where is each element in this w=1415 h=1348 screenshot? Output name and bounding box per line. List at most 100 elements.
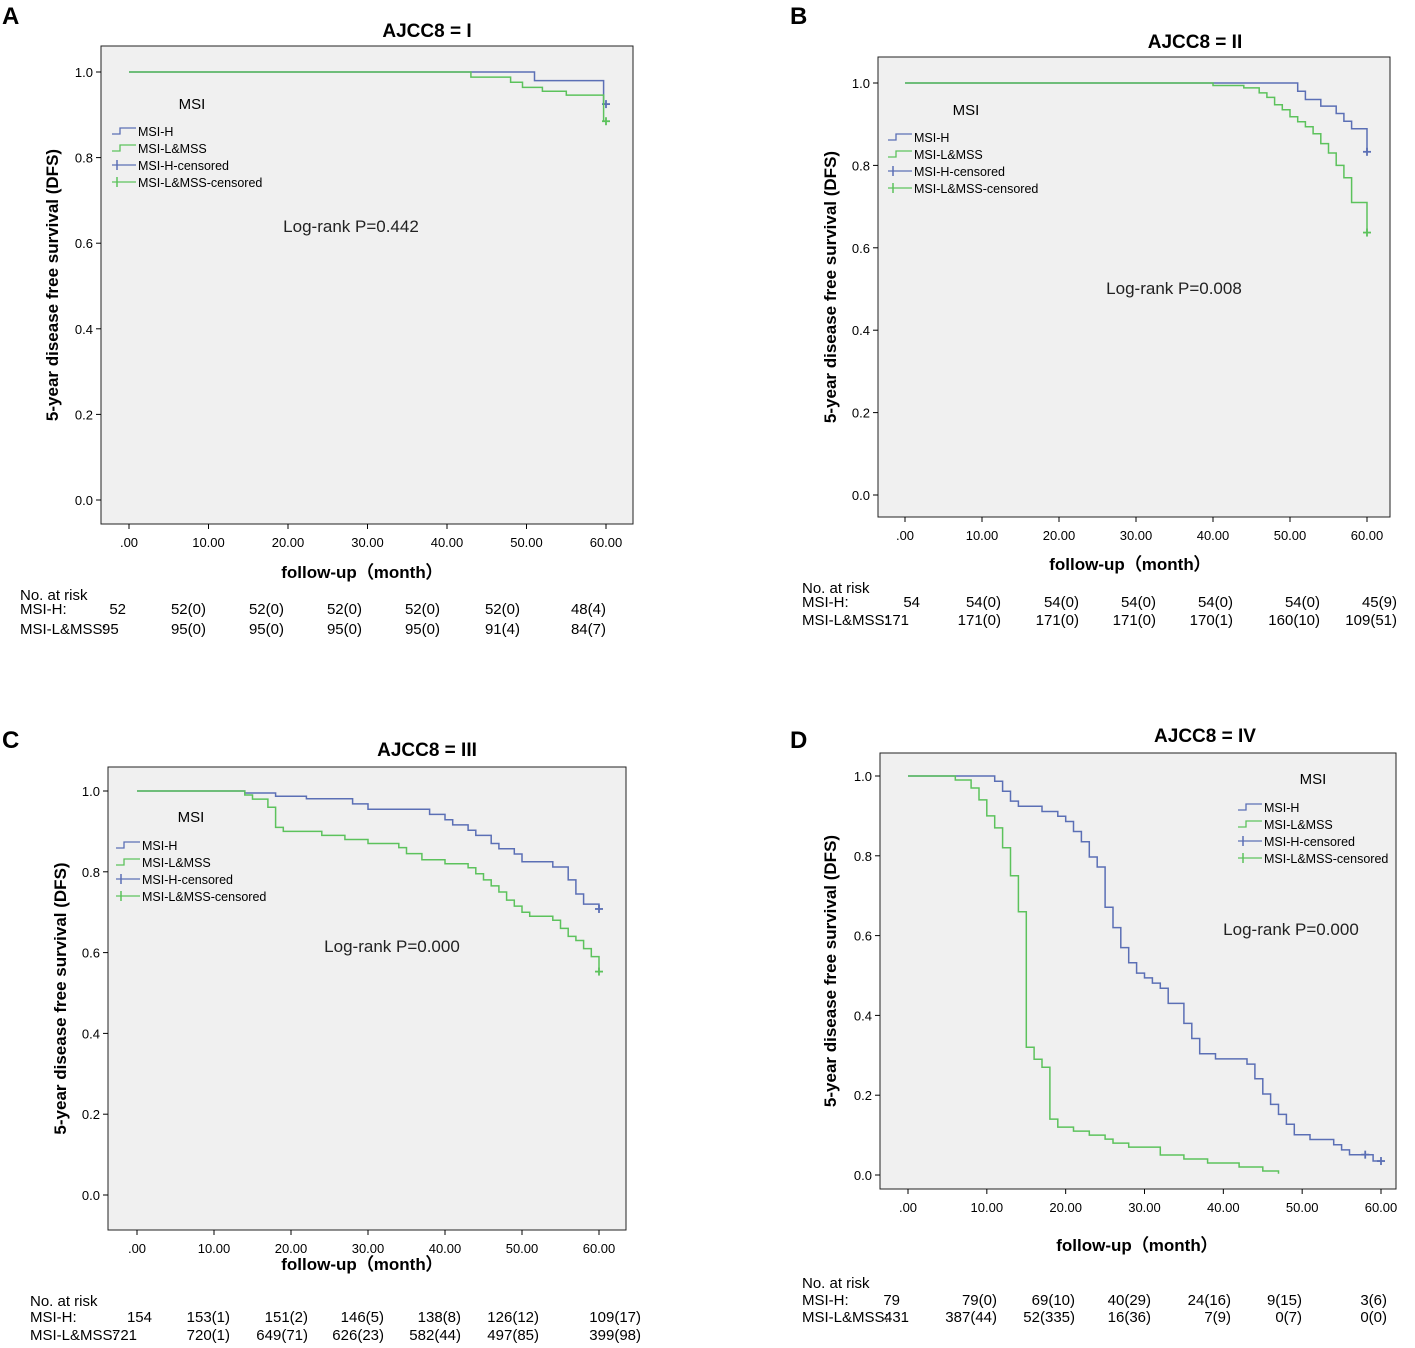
risk-row-value: 582(44) xyxy=(409,1327,461,1344)
legend-swatch xyxy=(112,127,136,135)
censor-mark-msi-h xyxy=(595,904,603,913)
censor-mark-msi-l-mss xyxy=(602,117,610,126)
risk-row-value: 626(23) xyxy=(332,1327,384,1344)
legend-title: MSI xyxy=(179,96,206,113)
series-line-msi-h xyxy=(908,775,1381,1162)
risk-row-value: 52(335) xyxy=(1023,1309,1075,1326)
risk-row-initial: 721 xyxy=(112,1327,137,1344)
x-tick-label: 30.00 xyxy=(1120,528,1153,543)
plot-area xyxy=(877,56,1391,518)
risk-row-value: 40(29) xyxy=(1108,1292,1151,1309)
y-tick-label: 0.6 xyxy=(852,241,870,256)
risk-row-value: 84(7) xyxy=(571,621,606,638)
y-tick-label: 0.0 xyxy=(854,1168,872,1183)
plot-area xyxy=(107,766,627,1231)
x-axis-label: follow-up（month） xyxy=(1049,554,1210,574)
risk-row-value: 79(0) xyxy=(962,1292,997,1309)
risk-row-label: MSI-L&MSS: xyxy=(802,612,889,629)
y-tick-label: 1.0 xyxy=(75,65,93,80)
y-axis-label: 5-year disease free survival (DFS) xyxy=(43,149,62,421)
legend: MSIMSI-HMSI-L&MSSMSI-H-censoredMSI-L&MSS… xyxy=(888,102,1038,196)
censor-mark-msi-h xyxy=(1377,1157,1385,1166)
risk-row-value: 387(44) xyxy=(945,1309,997,1326)
risk-row-initial: 95 xyxy=(102,621,119,638)
chart-title: AJCC8 = I xyxy=(382,21,471,42)
risk-row-value: 497(85) xyxy=(487,1327,539,1344)
legend-title: MSI xyxy=(1300,771,1327,788)
y-axis-label: 5-year disease free survival (DFS) xyxy=(821,835,840,1107)
risk-row-value: 153(1) xyxy=(187,1309,230,1326)
x-axis-label: follow-up（month） xyxy=(281,562,442,582)
y-tick-label: 0.8 xyxy=(854,849,872,864)
risk-row-value: 171(0) xyxy=(1113,612,1156,629)
chart-panel-c: C AJCC8 = III 0.0 0.2 0.4 0.6 0.8 1.0 .00 10.00 20… xyxy=(2,727,641,1344)
legend-swatch xyxy=(1238,803,1262,811)
x-tick-label: 40.00 xyxy=(1207,1200,1240,1215)
legend-item: MSI-H xyxy=(1264,801,1299,815)
risk-row-label: MSI-H: xyxy=(802,1292,849,1309)
censor-mark-msi-h xyxy=(1363,147,1371,156)
panel-label: A xyxy=(2,3,19,30)
y-tick-label: 0.8 xyxy=(82,865,100,880)
risk-row-value: 91(4) xyxy=(485,621,520,638)
x-tick-label: 60.00 xyxy=(583,1241,616,1256)
risk-row-value: 52(0) xyxy=(405,601,440,618)
risk-row-value: 399(98) xyxy=(589,1327,641,1344)
x-tick-label: 10.00 xyxy=(971,1200,1004,1215)
risk-row-value: 69(10) xyxy=(1032,1292,1075,1309)
x-tick-label: 10.00 xyxy=(192,535,225,550)
risk-row-label: MSI-L&MSS: xyxy=(802,1309,889,1326)
x-tick-label: .00 xyxy=(899,1200,917,1215)
risk-row-value: 171(0) xyxy=(958,612,1001,629)
legend: MSIMSI-HMSI-L&MSSMSI-H-censoredMSI-L&MSS… xyxy=(1238,771,1388,866)
risk-row-value: 45(9) xyxy=(1362,594,1397,611)
risk-table-header: No. at risk xyxy=(802,580,870,597)
risk-row-label: MSI-H: xyxy=(20,601,67,618)
risk-row-initial: 154 xyxy=(127,1309,152,1326)
y-tick-label: 0.2 xyxy=(854,1088,872,1103)
risk-row-value: 9(15) xyxy=(1267,1292,1302,1309)
risk-row-value: 54(0) xyxy=(1044,594,1079,611)
panel-label: B xyxy=(790,3,807,30)
risk-table-header: No. at risk xyxy=(30,1293,98,1310)
risk-row-value: 0(0) xyxy=(1360,1309,1387,1326)
x-tick-label: 30.00 xyxy=(1128,1200,1161,1215)
legend-item: MSI-H-censored xyxy=(914,165,1005,179)
panel-label: D xyxy=(790,727,807,754)
legend-item: MSI-L&MSS xyxy=(914,148,983,162)
x-tick-label: 20.00 xyxy=(1043,528,1076,543)
legend-item: MSI-H-censored xyxy=(138,159,229,173)
risk-row-value: 54(0) xyxy=(1121,594,1156,611)
legend-swatch xyxy=(1238,820,1262,828)
risk-row-value: 720(1) xyxy=(187,1327,230,1344)
censor-mark-msi-h xyxy=(1361,1150,1370,1159)
x-tick-label: 50.00 xyxy=(1286,1200,1319,1215)
log-rank-annotation: Log-rank P=0.008 xyxy=(1106,279,1242,298)
risk-row-initial: 79 xyxy=(883,1292,900,1309)
risk-row-value: 95(0) xyxy=(405,621,440,638)
legend: MSIMSI-HMSI-L&MSSMSI-H-censoredMSI-L&MSS… xyxy=(116,809,266,904)
legend-item: MSI-L&MSS xyxy=(142,856,211,870)
x-tick-label: 50.00 xyxy=(510,535,543,550)
y-tick-label: 1.0 xyxy=(82,784,100,799)
y-axis-label: 5-year disease free survival (DFS) xyxy=(821,151,840,423)
risk-row-label: MSI-L&MSS: xyxy=(30,1327,117,1344)
x-tick-label: .00 xyxy=(128,1241,146,1256)
x-tick-label: 50.00 xyxy=(1274,528,1307,543)
series-line-msi-l-mss xyxy=(905,82,1368,233)
x-tick-label: 60.00 xyxy=(1351,528,1384,543)
risk-row-value: 0(7) xyxy=(1275,1309,1302,1326)
x-tick-label: 50.00 xyxy=(506,1241,539,1256)
risk-table-header: No. at risk xyxy=(20,587,88,604)
log-rank-annotation: Log-rank P=0.000 xyxy=(1223,920,1359,939)
x-axis-label: follow-up（month） xyxy=(1056,1235,1217,1255)
legend: MSIMSI-HMSI-L&MSSMSI-H-censoredMSI-L&MSS… xyxy=(112,96,262,190)
plot-area xyxy=(100,45,634,525)
log-rank-annotation: Log-rank P=0.000 xyxy=(324,937,460,956)
legend-item: MSI-L&MSS-censored xyxy=(138,176,262,190)
series-line-msi-h xyxy=(905,82,1368,152)
x-tick-label: 40.00 xyxy=(429,1241,462,1256)
